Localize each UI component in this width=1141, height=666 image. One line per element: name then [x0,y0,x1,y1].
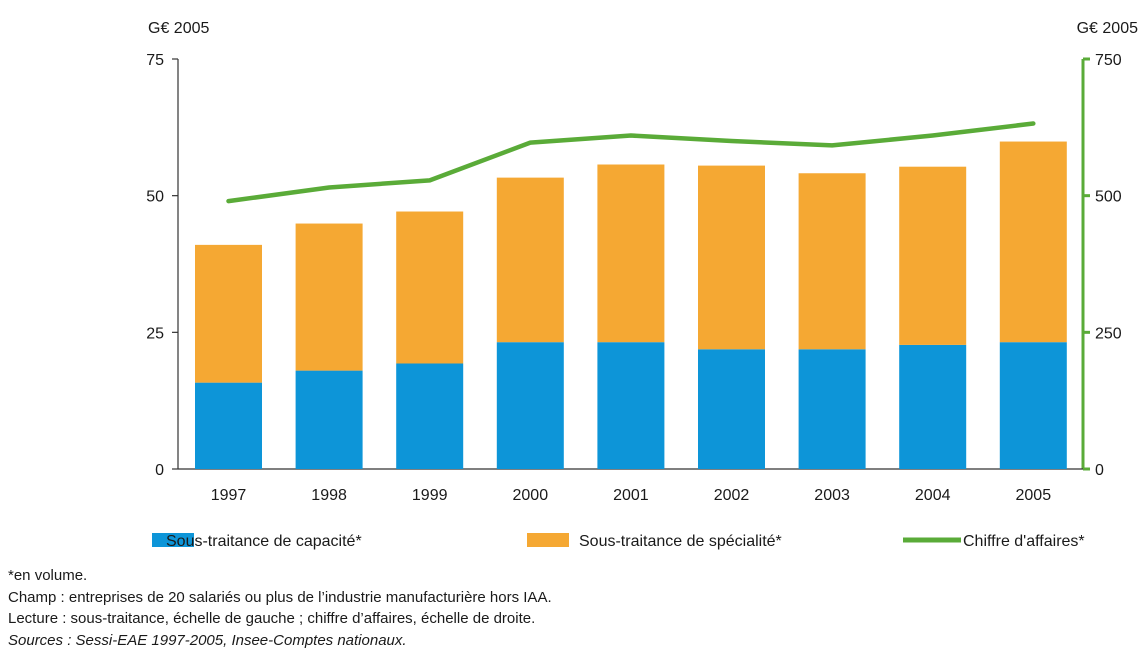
line-point [729,139,734,143]
legend: Sous-traitance de capacité* Sous-traitanc… [152,533,1085,550]
right-tick-label: 0 [1095,462,1104,479]
right-tick-label: 500 [1095,189,1122,206]
note-lecture: Lecture : sous-traitance, échelle de gau… [8,610,536,627]
legend-swatch [527,533,569,547]
left-tick-label: 25 [146,325,164,342]
left-tick-label: 50 [146,189,164,206]
x-tick-label: 2001 [613,487,649,504]
line-point [327,185,331,190]
x-tick-label: 2002 [714,487,750,504]
right-tick-label: 750 [1095,52,1122,69]
right-tick-label: 250 [1095,325,1122,342]
bar-segment [396,211,464,364]
line-point [629,133,633,138]
bar-segment [798,173,866,350]
bar-segment [899,166,967,345]
bar-segment [396,363,464,469]
legend-label: Sous-traitance de spécialité* [579,533,782,550]
x-tick-label: 2004 [915,487,951,504]
bar-segment [999,342,1067,469]
right-axis-unit: G€ 2005 [1077,20,1138,37]
bar-segment [999,141,1067,343]
note-champ: Champ : entreprises de 20 salariés ou pl… [8,588,552,606]
legend-label: Chiffre d'affaires* [963,533,1085,550]
line-point [226,199,231,203]
bar-segment [295,370,363,469]
line-point [930,133,935,138]
labels: 0 25 50 75 G€ 2005 0 250 500 750 G€ 2005 1997 1998 1… [146,20,1138,504]
line-point [528,140,533,145]
bar-segment [698,349,765,469]
bar-segment [597,342,665,469]
bars [195,141,1067,469]
chart-notes: *en volume. Champ : entreprises de 20 sa… [8,565,552,651]
line-layer [226,121,1036,204]
bar-segment [698,165,765,350]
bar-segment [195,382,262,469]
bar-segment [597,164,665,343]
line-point [830,143,834,148]
bar-segment [899,344,967,469]
bar-segment [496,177,564,343]
bar-segment [195,244,262,383]
left-tick-label: 0 [155,462,164,479]
legend-label: Sous-traitance de capacité* [166,533,362,550]
bar-segment [295,223,363,371]
bar-segment [798,349,866,469]
x-tick-label: 2000 [513,487,549,504]
line-point [1031,121,1036,126]
left-tick-label: 75 [146,52,164,69]
line-point [427,178,432,183]
x-tick-label: 2003 [814,487,850,504]
x-tick-label: 1998 [311,487,347,504]
legend-swatch [152,533,194,547]
note-volume: *en volume. [8,567,88,584]
bar-segment [496,342,564,469]
x-tick-label: 2005 [1016,487,1052,504]
x-tick-label: 1997 [211,487,247,504]
x-tick-label: 1999 [412,487,448,504]
chart: 0 25 50 75 G€ 2005 0 250 500 750 G€ 2005 1997 1998 1… [146,20,1138,550]
note-sources: Sources : Sessi-EAE 1997-2005, Insee-Com… [8,631,407,649]
left-axis-unit: G€ 2005 [148,20,209,37]
